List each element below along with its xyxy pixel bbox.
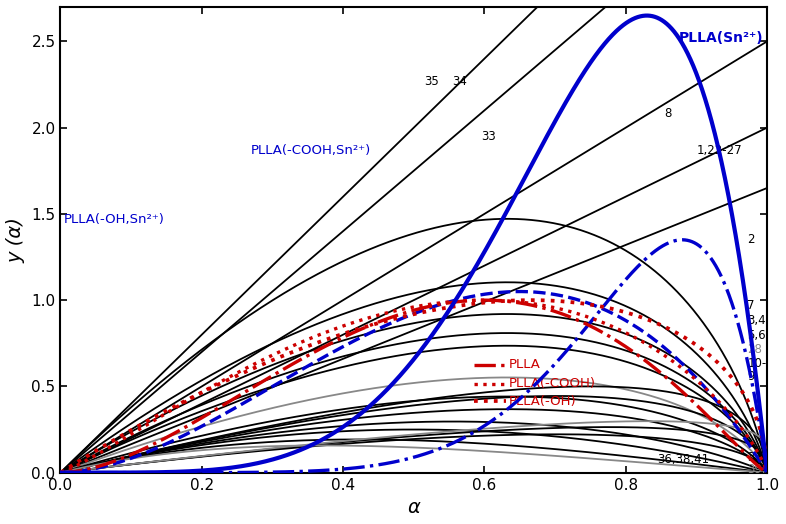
Text: 5,6,29,30: 5,6,29,30 <box>747 329 786 342</box>
Text: 8: 8 <box>664 107 672 121</box>
Text: 35: 35 <box>424 74 439 88</box>
Text: 7: 7 <box>747 299 755 312</box>
Text: PLLA(-OH): PLLA(-OH) <box>509 395 577 408</box>
Text: 34: 34 <box>453 74 468 88</box>
Text: 9: 9 <box>747 370 755 384</box>
Text: 28: 28 <box>747 343 762 356</box>
Text: 2: 2 <box>747 233 755 246</box>
Text: 39,40: 39,40 <box>747 463 780 476</box>
Text: 1,22-27: 1,22-27 <box>696 144 742 157</box>
Text: PLLA(-COOH,Sn²⁺): PLLA(-COOH,Sn²⁺) <box>252 144 372 157</box>
Text: 37: 37 <box>747 452 762 464</box>
Y-axis label: y (α): y (α) <box>7 217 26 263</box>
Text: 36,38,41: 36,38,41 <box>657 453 710 466</box>
Text: 10-20: 10-20 <box>747 357 781 369</box>
Text: 33: 33 <box>481 130 496 143</box>
Text: PLLA(Sn²⁺): PLLA(Sn²⁺) <box>678 31 763 45</box>
Text: 3,4,31,32: 3,4,31,32 <box>747 314 786 328</box>
Text: PLLA: PLLA <box>509 358 541 372</box>
Text: PLLA(-COOH): PLLA(-COOH) <box>509 377 596 390</box>
X-axis label: α: α <box>407 498 421 517</box>
Text: PLLA(-OH,Sn²⁺): PLLA(-OH,Sn²⁺) <box>64 213 165 226</box>
